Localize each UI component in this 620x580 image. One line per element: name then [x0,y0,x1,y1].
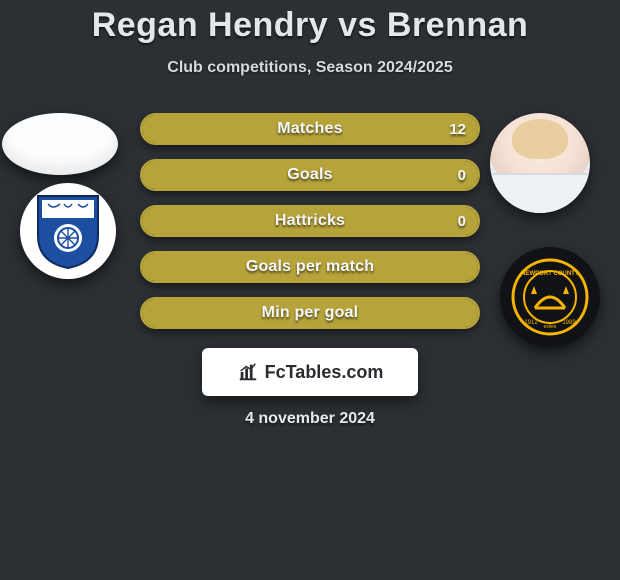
crest-icon: NEWPORT COUNTY 1912 1989 exiles [511,258,589,336]
page-subtitle: Club competitions, Season 2024/2025 [0,59,620,77]
stat-bar: Goals0 [140,159,480,191]
stat-bar-value-right: 0 [458,161,466,189]
stat-bar-label: Goals per match [142,253,478,281]
brand-badge[interactable]: FcTables.com [202,348,418,396]
svg-text:1989: 1989 [562,320,576,326]
player-right-avatar [490,113,590,213]
svg-text:exiles: exiles [544,324,557,330]
page-title: Regan Hendry vs Brennan [0,0,620,45]
stat-bar: Hattricks0 [140,205,480,237]
bar-chart-icon [237,361,259,383]
player-left-club-badge [20,183,116,279]
stat-bar: Matches12 [140,113,480,145]
stat-bar-label: Matches [142,115,478,143]
shield-icon [34,192,102,270]
stat-bar-value-right: 0 [458,207,466,235]
stat-bar-label: Goals [142,161,478,189]
brand-label: FcTables.com [265,362,384,383]
stat-bar-label: Min per goal [142,299,478,327]
stat-bars: Matches12Goals0Hattricks0Goals per match… [140,113,480,343]
svg-text:NEWPORT COUNTY: NEWPORT COUNTY [521,271,579,277]
stat-bar-value-right: 12 [449,115,466,143]
player-right-club-badge: NEWPORT COUNTY 1912 1989 exiles [500,247,600,347]
stat-bar-label: Hattricks [142,207,478,235]
stat-bar: Goals per match [140,251,480,283]
comparison-stage: NEWPORT COUNTY 1912 1989 exiles Matches1… [0,107,620,337]
stat-bar: Min per goal [140,297,480,329]
svg-text:1912: 1912 [524,320,538,326]
date-label: 4 november 2024 [0,410,620,428]
player-left-avatar [2,113,118,175]
